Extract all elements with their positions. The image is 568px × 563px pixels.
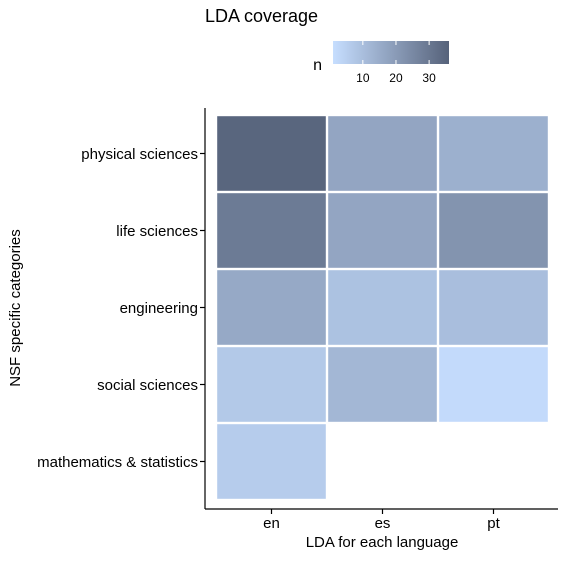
y-tick-label: life sciences <box>116 223 198 240</box>
heatmap-cell-pt-physical-sciences <box>439 116 548 191</box>
y-tick-label: physical sciences <box>81 146 198 163</box>
heatmap-cell-es-life-sciences <box>328 193 437 268</box>
heatmap-cell-pt-social-sciences <box>439 347 548 422</box>
heatmap-cell-en-social-sciences <box>217 347 326 422</box>
legend-tick-label: 10 <box>356 71 370 85</box>
heatmap-cell-en-engineering <box>217 270 326 345</box>
axes: en es pt physical sciences life sciences eng… <box>37 108 558 532</box>
y-tick-label: engineering <box>120 300 198 317</box>
heatmap-cell-en-physical-sciences <box>217 116 326 191</box>
legend-tick-label: 30 <box>422 71 436 85</box>
legend-tick-label: 20 <box>389 71 403 85</box>
heatmap-cell-es-physical-sciences <box>328 116 437 191</box>
y-axis-title: NSF specific categories <box>7 229 24 387</box>
legend-title: n <box>313 57 322 74</box>
y-tick-label: mathematics & statistics <box>37 454 198 471</box>
y-tick-label: social sciences <box>97 377 198 394</box>
chart-title: LDA coverage <box>205 6 318 26</box>
x-tick-label: en <box>263 515 280 532</box>
legend-colorbar <box>333 41 449 64</box>
heatmap-cell-es-social-sciences <box>328 347 437 422</box>
heatmap-cell-pt-life-sciences <box>439 193 548 268</box>
heatmap-cell-en-mathematics-statistics <box>217 424 326 499</box>
heatmap-cell-es-engineering <box>328 270 437 345</box>
heatmap-tiles <box>217 116 548 499</box>
x-tick-label: es <box>375 515 391 532</box>
x-axis-title: LDA for each language <box>306 534 459 551</box>
x-tick-label: pt <box>487 515 500 532</box>
color-legend: n 10 20 30 <box>313 41 449 85</box>
heatmap-cell-en-life-sciences <box>217 193 326 268</box>
heatmap-cell-pt-engineering <box>439 270 548 345</box>
